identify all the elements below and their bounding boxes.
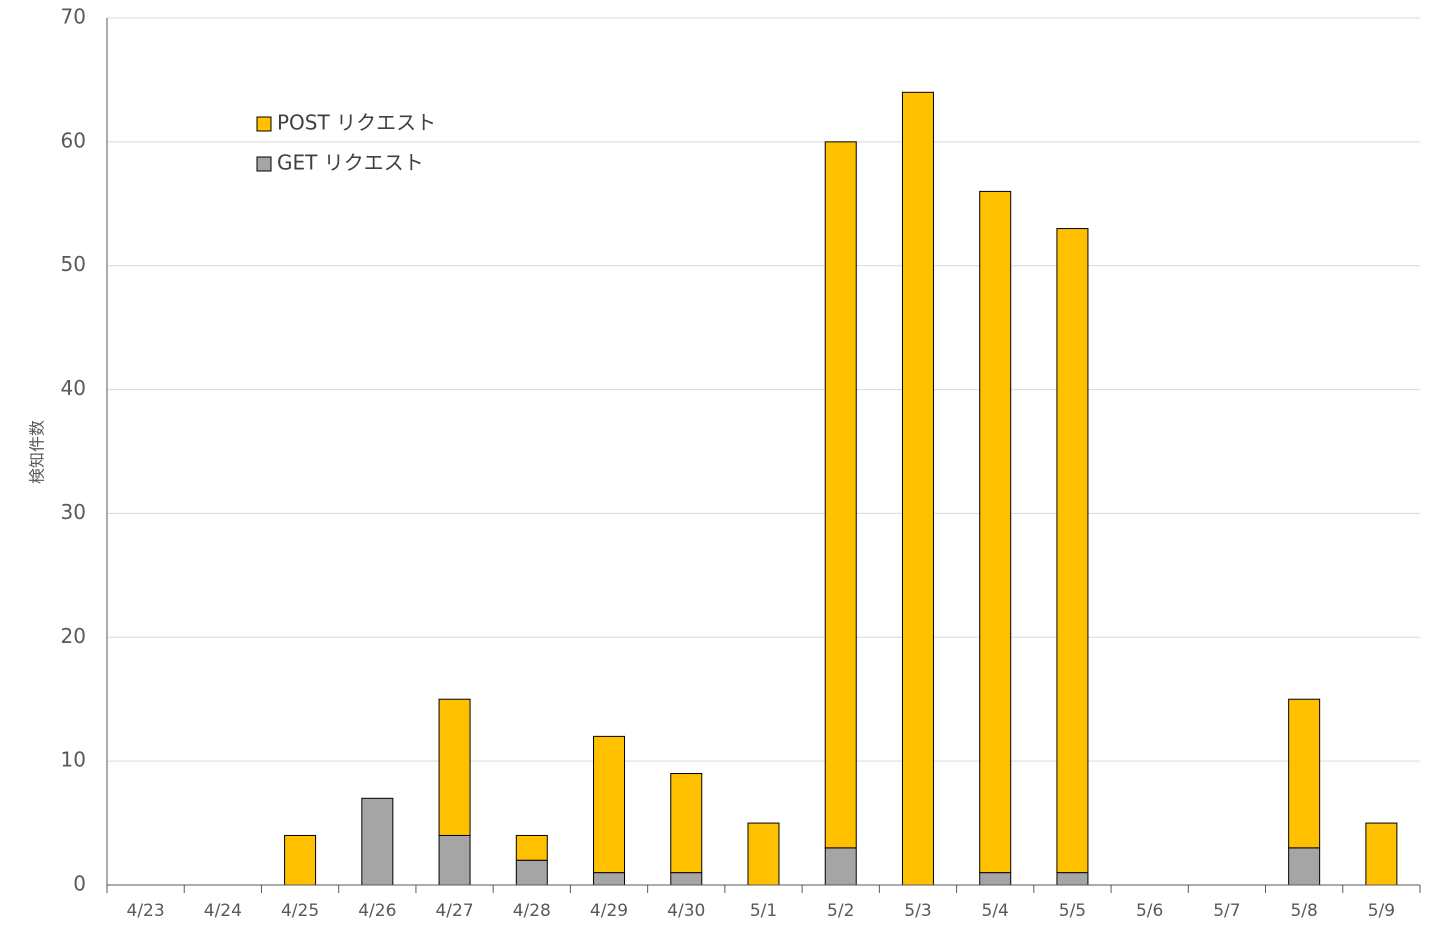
y-tick-label: 60 [61, 128, 86, 152]
bar-segment [361, 797, 394, 886]
x-tick-label: 5/7 [1213, 901, 1240, 921]
legend-label: GET リクエスト [277, 151, 424, 175]
y-tick-label: 0 [73, 872, 86, 896]
x-tick-label: 4/27 [435, 901, 473, 921]
y-tick-label: 30 [61, 500, 86, 524]
x-tick-label: 4/24 [204, 901, 242, 921]
bar-segment [593, 735, 626, 874]
x-tick-label: 5/2 [827, 901, 854, 921]
x-tick-label: 4/30 [667, 901, 705, 921]
y-axis-label: 検知件数 [28, 420, 47, 484]
bar-segment [1056, 228, 1089, 874]
y-tick-label: 50 [61, 252, 86, 276]
bar-segment [1365, 822, 1398, 886]
bar-segment [1288, 698, 1321, 849]
x-tick-label: 4/26 [358, 901, 396, 921]
legend-label: POST リクエスト [277, 111, 436, 135]
bar-segment [438, 834, 471, 886]
x-tick-label: 5/1 [750, 901, 777, 921]
bar-segment [284, 834, 317, 886]
bar-segment [1288, 847, 1321, 886]
legend-swatch [256, 116, 272, 132]
x-tick-label: 4/28 [513, 901, 551, 921]
bar-segment [670, 872, 703, 886]
bar-segment [747, 822, 780, 886]
bar-segment [1056, 872, 1089, 886]
x-tick-label: 5/8 [1290, 901, 1317, 921]
y-tick-label: 40 [61, 376, 86, 400]
x-tick-label: 5/5 [1059, 901, 1086, 921]
bar-segment [670, 773, 703, 874]
legend-swatch [256, 156, 272, 172]
bar-segment [438, 698, 471, 836]
x-tick-label: 5/4 [982, 901, 1009, 921]
bar-segment [979, 872, 1012, 886]
bar-segment [901, 91, 934, 886]
bar-segment [979, 190, 1012, 874]
bar-segment [515, 834, 548, 861]
x-tick-label: 4/23 [127, 901, 165, 921]
x-tick-label: 5/3 [904, 901, 931, 921]
bar-segment [824, 141, 857, 849]
y-tick-label: 10 [61, 748, 86, 772]
bar-segment [515, 859, 548, 886]
x-tick-label: 4/25 [281, 901, 319, 921]
y-tick-label: 20 [61, 624, 86, 648]
bar-segment [824, 847, 857, 886]
bar-segment [593, 872, 626, 886]
x-tick-label: 4/29 [590, 901, 628, 921]
x-tick-label: 5/6 [1136, 901, 1163, 921]
x-tick-label: 5/9 [1368, 901, 1395, 921]
y-tick-label: 70 [61, 5, 86, 29]
